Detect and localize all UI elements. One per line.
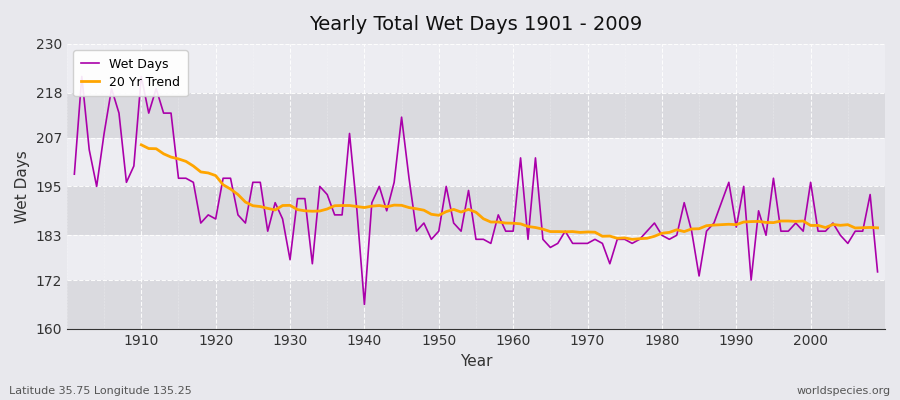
Wet Days [69,172,80,176]
Bar [67,235,885,280]
Line: Wet Days: Wet Days [75,76,878,304]
Wet Days [344,131,355,136]
20 Yr Trend [842,222,853,227]
20 Yr Trend [307,209,318,214]
20 Yr Trend [872,226,883,230]
Wet Days [136,74,147,79]
Line: 20 Yr Trend: 20 Yr Trend [141,145,878,239]
Wet Days [76,74,87,79]
Wet Days [300,196,310,201]
Bar [67,93,885,138]
20 Yr Trend [626,237,637,242]
Bar [67,186,885,235]
Legend: Wet Days, 20 Yr Trend: Wet Days, 20 Yr Trend [73,50,188,96]
20 Yr Trend [136,142,147,147]
Y-axis label: Wet Days: Wet Days [15,150,30,223]
Wet Days [523,237,534,242]
20 Yr Trend [575,230,586,235]
Wet Days [612,237,623,242]
20 Yr Trend [515,222,526,226]
Bar [67,44,885,93]
Text: worldspecies.org: worldspecies.org [796,386,891,396]
20 Yr Trend [277,203,288,208]
X-axis label: Year: Year [460,354,492,369]
Bar [67,280,885,329]
Wet Days [872,270,883,274]
Title: Yearly Total Wet Days 1901 - 2009: Yearly Total Wet Days 1901 - 2009 [310,15,643,34]
Text: Latitude 35.75 Longitude 135.25: Latitude 35.75 Longitude 135.25 [9,386,192,396]
Bar [67,138,885,186]
Wet Days [359,302,370,307]
20 Yr Trend [820,225,831,230]
Wet Days [515,156,526,160]
